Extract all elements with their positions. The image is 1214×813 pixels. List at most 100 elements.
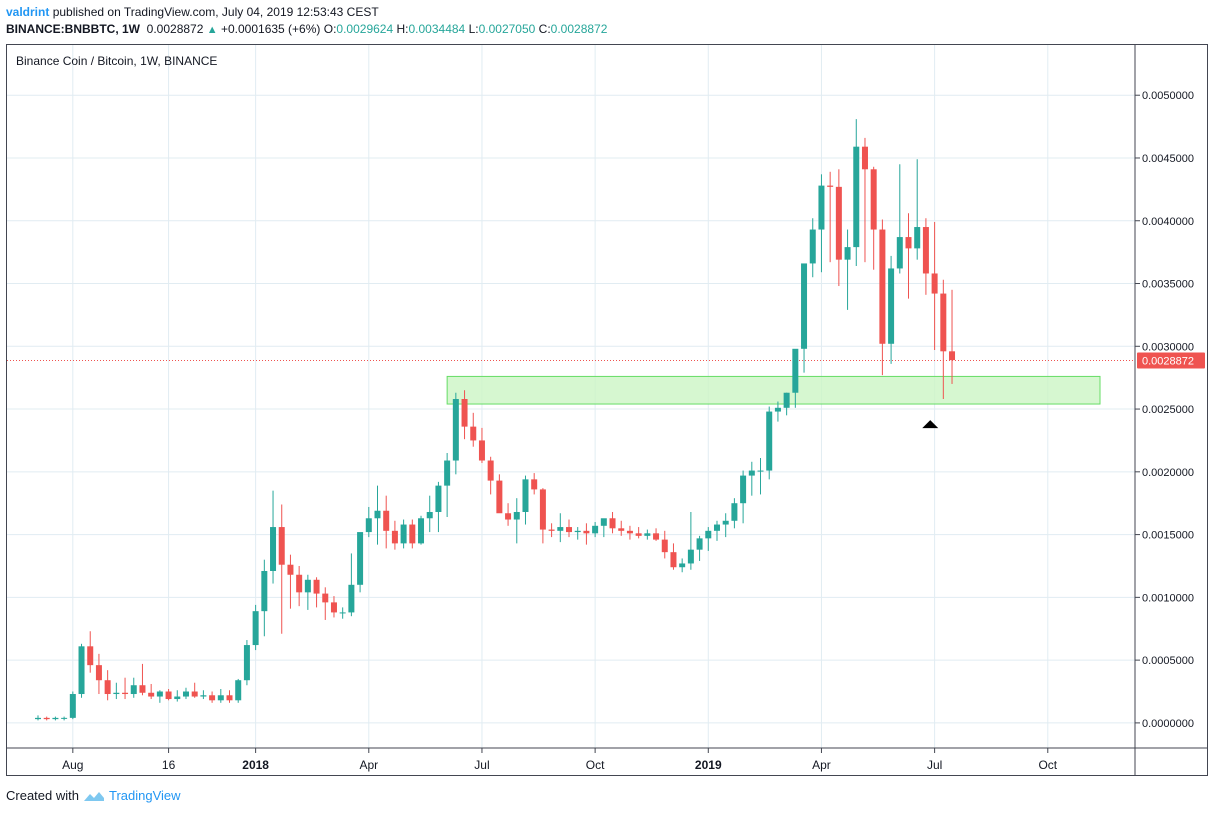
y-tick-label: 0.0050000 [1142,90,1194,102]
candle-body [740,475,747,504]
candle-body [722,520,729,525]
candle-body [940,293,947,352]
chart-title: Binance Coin / Bitcoin, 1W, BINANCE [16,54,218,68]
candle-body [574,530,581,533]
candle-body [513,511,520,520]
candle-body [435,485,442,512]
x-tick-label: Oct [586,758,605,772]
candle-body [452,399,459,461]
candle-body [687,549,694,564]
candle-body [296,574,303,593]
candle-body [217,695,224,701]
candle-body [835,186,842,260]
candle-body [748,470,755,476]
candle-body [583,530,590,534]
candle-body [566,527,573,533]
candle-body [870,169,877,230]
x-tick-label: 16 [162,758,176,772]
y-tick-label: 0.0010000 [1142,592,1194,604]
last-price: 0.0028872 [146,22,204,36]
candle-body [922,227,929,274]
tradingview-brand[interactable]: TradingView [108,788,181,803]
x-tick-label: 2019 [695,758,722,772]
candle-body [209,695,216,701]
candle-body [61,717,68,719]
candle-body [861,146,868,170]
candle-body [200,695,207,697]
candle-body [35,717,41,720]
candle-body [252,611,259,646]
candle-body [470,426,477,441]
candle-body [931,273,938,294]
candle-body [322,593,329,603]
chart-frame[interactable] [6,44,1208,776]
candle-body [418,518,425,544]
candle-body [670,552,677,568]
candle-body [809,229,816,264]
y-tick-label: 0.0005000 [1142,655,1194,667]
candle-body [270,527,277,571]
candle-body [52,717,59,720]
y-tick-label: 0.0015000 [1142,530,1194,542]
low-value: 0.0027050 [478,22,536,36]
y-tick-label: 0.0035000 [1142,279,1194,291]
candle-body [487,460,494,481]
candle-body [87,646,94,666]
candle-body [757,470,764,472]
candle-body [165,691,172,700]
y-tick-label: 0.0000000 [1142,718,1194,730]
candle-body [774,407,781,412]
published-text: published on TradingView.com, July 04, 2… [52,5,379,19]
close-value: 0.0028872 [550,22,608,36]
candle-body [713,524,720,531]
candle-body [661,539,668,553]
ohlc-line: BINANCE:BNBBTC, 1W 0.0028872 ▲ +0.000163… [6,22,607,36]
candle-body [287,564,294,575]
x-tick-label: Aug [62,758,83,772]
candle-body [522,479,529,512]
candle-body [357,532,364,585]
candle-body [635,533,642,536]
x-tick-label: Apr [359,758,378,772]
price-tag-bg [1137,352,1205,369]
candle-body [696,538,703,550]
y-tick-label: 0.0030000 [1142,341,1194,353]
candle-body [679,563,686,568]
y-tick-label: 0.0045000 [1142,153,1194,165]
high-value: 0.0034484 [408,22,466,36]
up-arrow-marker-icon [922,420,939,429]
up-triangle-icon: ▲ [206,24,218,36]
candle-body [496,480,503,514]
candle-body [801,263,808,349]
candle-body [130,685,137,695]
candle-body [278,527,285,565]
candle-body [818,185,825,230]
author-name[interactable]: valdrint [6,5,50,19]
candle-body [191,691,198,697]
candle-body [731,503,738,521]
close-label: C: [538,22,551,36]
candle-body [226,695,233,701]
candle-body [600,518,607,526]
y-tick-label: 0.0020000 [1142,467,1194,479]
candle-body [374,510,381,519]
candle-body [705,530,712,539]
candle-body [409,524,416,544]
candle-body [391,530,398,544]
publish-info: valdrint published on TradingView.com, J… [6,5,379,19]
candle-body [383,510,390,531]
candle-body [426,511,433,519]
candle-body [95,665,102,681]
candle-body [783,392,790,408]
candle-body [653,533,660,540]
candle-body [182,691,189,697]
candle-body [122,692,129,695]
candle-body [879,229,886,344]
candle-body [531,479,538,490]
candle-body [104,680,111,695]
candle-body [644,533,651,536]
candle-body [557,527,564,531]
tradingview-logo-icon [83,791,104,801]
candle-body [905,237,912,249]
